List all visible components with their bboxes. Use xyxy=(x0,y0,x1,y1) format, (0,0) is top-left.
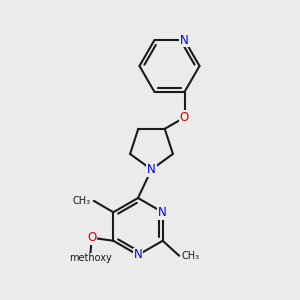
Text: O: O xyxy=(87,231,96,244)
Text: CH₃: CH₃ xyxy=(72,196,90,206)
Text: N: N xyxy=(158,206,167,219)
Text: methoxy: methoxy xyxy=(69,253,112,263)
Text: N: N xyxy=(180,34,189,46)
Text: O: O xyxy=(180,111,189,124)
Text: CH₃: CH₃ xyxy=(182,251,200,261)
Text: N: N xyxy=(147,163,156,176)
Text: N: N xyxy=(134,248,142,262)
